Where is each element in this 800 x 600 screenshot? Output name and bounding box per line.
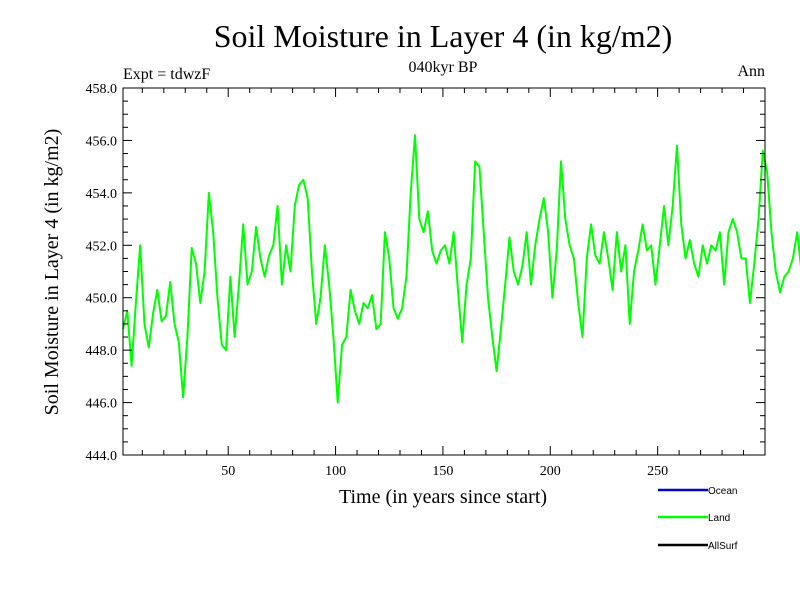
y-tick-label: 458.0 <box>86 82 118 97</box>
x-tick-label: 100 <box>325 464 346 479</box>
x-tick-label: 150 <box>432 464 453 479</box>
y-tick-label: 450.0 <box>86 292 118 307</box>
x-tick-label: 50 <box>221 464 235 479</box>
x-tick-label: 200 <box>540 464 561 479</box>
plot-frame <box>122 87 766 456</box>
y-tick-label: 454.0 <box>86 187 118 202</box>
x-tick-label: 250 <box>647 464 668 479</box>
y-tick-label: 448.0 <box>86 344 118 359</box>
y-tick-label: 446.0 <box>86 397 118 412</box>
x-axis-label: Time (in years since start) <box>339 486 547 508</box>
y-tick-label: 456.0 <box>86 134 118 149</box>
season-label: Ann <box>737 63 765 80</box>
legend-item-allsurf: AllSurf <box>658 541 738 552</box>
chart-title: Soil Moisture in Layer 4 (in kg/m2) <box>214 18 673 54</box>
legend-item-ocean: Ocean <box>658 486 737 497</box>
legend-label-ocean: Ocean <box>708 486 737 497</box>
y-tick-label: 444.0 <box>86 449 118 464</box>
legend-label-land: Land <box>708 513 730 524</box>
chart-subtitle: 040kyr BP <box>409 59 478 76</box>
legend-item-land: Land <box>658 513 730 524</box>
legend: Ocean Land AllSurf <box>658 486 738 552</box>
y-axis-label: Soil Moisture in Layer 4 (in kg/m2) <box>41 129 63 416</box>
series-line-land <box>122 134 800 404</box>
expt-label: Expt = tdwzF <box>123 66 210 83</box>
plot-area: 50 100 150 200 250 444.0 446.0 448.0 450.0 452.0 4… <box>86 82 800 479</box>
y-tick-label: 452.0 <box>86 239 118 254</box>
legend-label-allsurf: AllSurf <box>708 541 738 552</box>
